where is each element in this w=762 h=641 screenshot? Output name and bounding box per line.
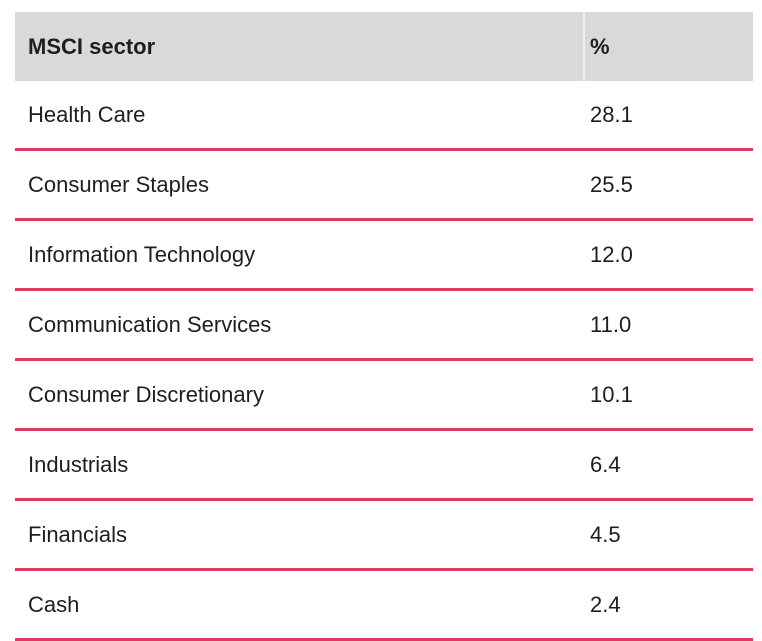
percent-cell: 6.4 <box>590 451 621 477</box>
percent-cell: 12.0 <box>590 241 633 267</box>
sector-cell: Health Care <box>28 101 146 127</box>
table-row: Industrials 6.4 <box>15 431 753 501</box>
sector-cell: Consumer Discretionary <box>28 381 264 407</box>
sector-cell: Communication Services <box>28 311 272 337</box>
sector-cell: Cash <box>28 591 80 617</box>
percent-cell: 25.5 <box>590 171 633 197</box>
sector-cell: Information Technology <box>28 241 256 267</box>
table-row: Information Technology 12.0 <box>15 221 753 291</box>
sector-cell: Financials <box>28 521 128 547</box>
msci-sector-table: MSCI sector % Health Care 28.1 Consumer … <box>15 12 753 641</box>
table-row: Health Care 28.1 <box>15 81 753 151</box>
column-header-sector: MSCI sector <box>28 33 156 59</box>
table-header-row: MSCI sector % <box>15 12 753 81</box>
column-header-percent: % <box>583 12 753 81</box>
percent-cell: 2.4 <box>590 591 621 617</box>
percent-cell: 10.1 <box>590 381 633 407</box>
percent-cell: 4.5 <box>590 521 621 547</box>
table-row: Consumer Staples 25.5 <box>15 151 753 221</box>
percent-cell: 11.0 <box>590 311 632 337</box>
table-row: Communication Services 11.0 <box>15 291 753 361</box>
percent-cell: 28.1 <box>590 101 633 127</box>
table-row: Cash 2.4 <box>15 571 753 641</box>
sector-cell: Industrials <box>28 451 129 477</box>
sector-cell: Consumer Staples <box>28 171 209 197</box>
table-row: Consumer Discretionary 10.1 <box>15 361 753 431</box>
table-row: Financials 4.5 <box>15 501 753 571</box>
